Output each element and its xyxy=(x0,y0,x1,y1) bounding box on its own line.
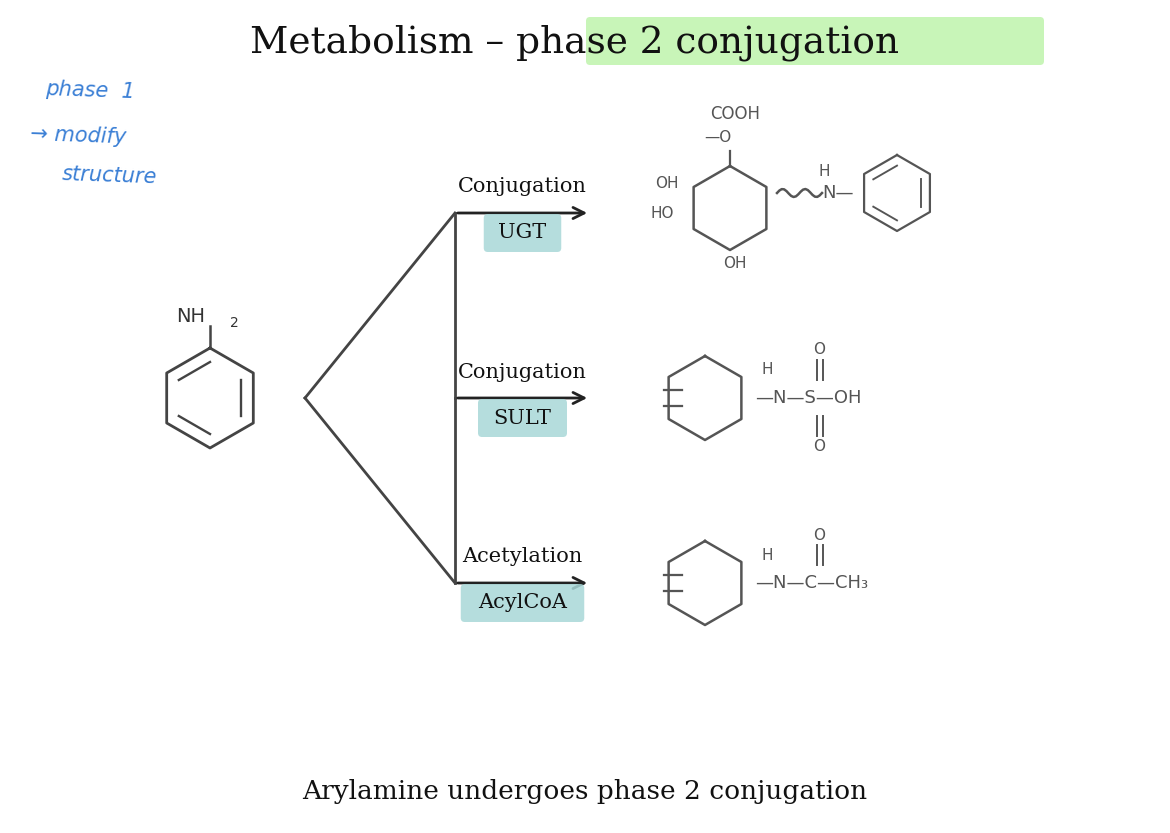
Text: SULT: SULT xyxy=(494,408,551,427)
Text: UGT: UGT xyxy=(498,223,546,242)
Text: O: O xyxy=(813,527,825,542)
Text: COOH: COOH xyxy=(710,105,760,123)
FancyBboxPatch shape xyxy=(479,399,567,437)
Text: O: O xyxy=(813,342,825,357)
FancyBboxPatch shape xyxy=(483,214,562,252)
Text: OH: OH xyxy=(655,176,679,191)
Text: Arylamine undergoes phase 2 conjugation: Arylamine undergoes phase 2 conjugation xyxy=(302,779,868,804)
Text: O: O xyxy=(813,438,825,453)
Text: —O: —O xyxy=(704,131,731,146)
Text: HO: HO xyxy=(651,206,674,221)
Text: H: H xyxy=(762,362,772,377)
Text: H: H xyxy=(818,163,830,178)
Text: phase  1: phase 1 xyxy=(44,79,136,102)
Text: Conjugation: Conjugation xyxy=(459,177,587,197)
Text: → modify: → modify xyxy=(30,123,126,147)
FancyBboxPatch shape xyxy=(586,17,1044,65)
Text: —N—C—CH₃: —N—C—CH₃ xyxy=(755,574,868,592)
Text: AcylCoA: AcylCoA xyxy=(479,593,567,612)
Text: Metabolism – phase 2 conjugation: Metabolism – phase 2 conjugation xyxy=(250,25,900,62)
Text: NH: NH xyxy=(176,307,205,326)
Text: —N—S—OH: —N—S—OH xyxy=(755,389,861,407)
Text: Conjugation: Conjugation xyxy=(459,362,587,382)
Text: N—: N— xyxy=(823,184,853,202)
Text: structure: structure xyxy=(62,164,158,187)
FancyBboxPatch shape xyxy=(461,584,584,622)
Text: 2: 2 xyxy=(230,316,239,330)
Text: Acetylation: Acetylation xyxy=(462,547,583,566)
Text: OH: OH xyxy=(723,256,746,271)
Text: H: H xyxy=(762,547,772,562)
